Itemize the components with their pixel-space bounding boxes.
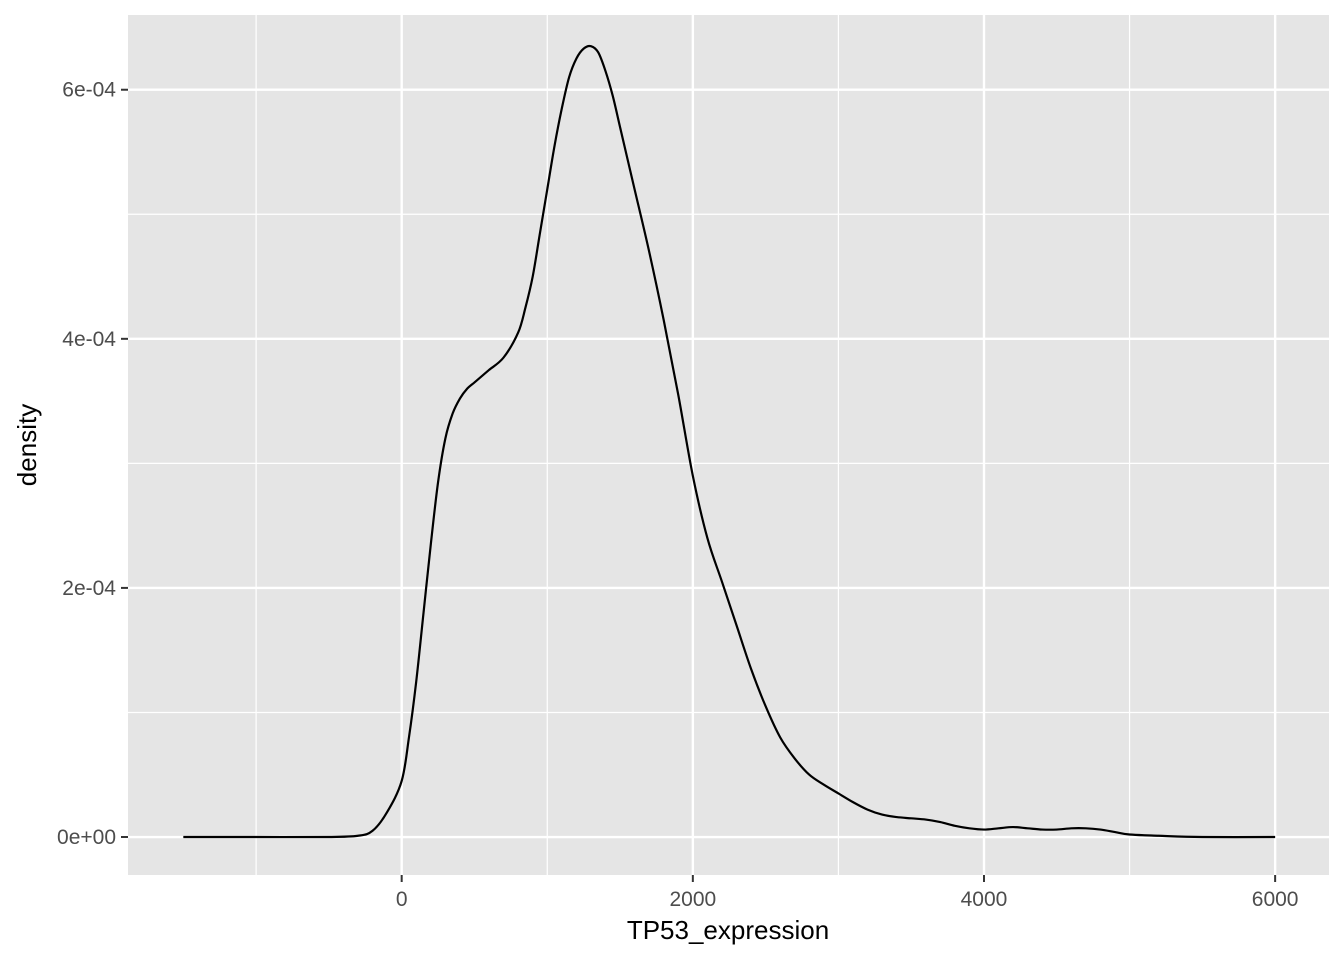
y-tick-labels: 0e+00 2e-04 4e-04 6e-04: [57, 79, 116, 849]
x-tick-label: 6000: [1252, 888, 1299, 911]
minor-gridlines: [128, 15, 1329, 875]
x-tick-labels: 0 2000 4000 6000: [396, 888, 1299, 911]
x-tick-label: 2000: [669, 888, 716, 911]
density-curve: [183, 44, 1276, 839]
x-axis-title: TP53_expression: [627, 915, 829, 945]
plot-panel: [128, 15, 1329, 875]
y-tick-label: 4e-04: [62, 328, 116, 351]
x-tick-label: 0: [396, 888, 408, 911]
x-tick-label: 4000: [961, 888, 1008, 911]
y-tick-label: 6e-04: [62, 79, 116, 102]
y-axis-title: density: [12, 404, 42, 486]
axis-ticks: [121, 88, 1277, 882]
y-tick-label: 0e+00: [57, 826, 116, 849]
y-tick-label: 2e-04: [62, 577, 116, 600]
